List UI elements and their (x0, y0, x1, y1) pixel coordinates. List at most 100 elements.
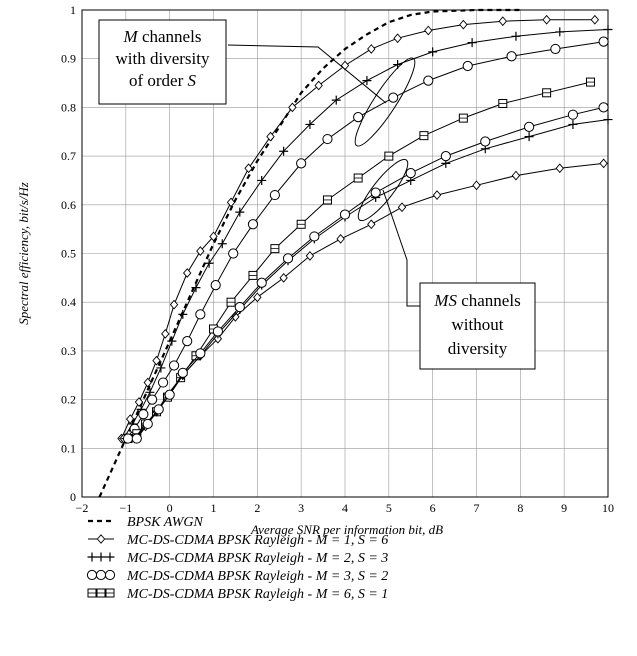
legend-item-1: BPSK AWGN (88, 515, 203, 530)
plot-frame (81, 9, 609, 498)
data-point (235, 207, 245, 217)
data-point (234, 301, 245, 313)
data-point (182, 336, 193, 347)
data-point (384, 151, 394, 161)
annotation-diversity: M channels with diversity of order S (98, 19, 227, 105)
data-point (511, 170, 521, 181)
data-point (424, 25, 433, 36)
data-point (122, 433, 134, 444)
data-point (568, 119, 578, 129)
data-point (462, 60, 473, 72)
data-point (244, 163, 253, 174)
data-point (590, 14, 600, 25)
legend-label: BPSK AWGN (127, 515, 203, 530)
data-point (288, 102, 297, 113)
annotation-line: of order S (129, 71, 197, 90)
data-point (511, 31, 521, 41)
data-point (209, 231, 218, 242)
data-point (370, 187, 381, 198)
data-point (153, 404, 164, 415)
data-point (228, 248, 239, 259)
data-point (152, 355, 161, 366)
data-point (168, 360, 180, 371)
data-point (305, 251, 315, 261)
data-point (498, 16, 507, 27)
annotation-no-diversity: MS channels without diversity (419, 282, 536, 370)
x-tick-label: 9 (561, 501, 567, 515)
data-point (309, 231, 320, 242)
data-point (340, 60, 350, 71)
data-point (419, 131, 429, 141)
leader-line-upper (227, 44, 387, 104)
legend-label: MC-DS-CDMA BPSK Rayleigh - M = 2, S = 3 (126, 551, 388, 566)
legend-marker (104, 569, 116, 581)
data-point (428, 47, 438, 57)
x-tick-label: 3 (298, 501, 304, 515)
data-point (138, 409, 149, 420)
x-tick-label: 1 (211, 501, 217, 515)
data-point (217, 239, 227, 249)
data-point (405, 168, 416, 179)
data-point (353, 112, 364, 123)
data-point (126, 414, 135, 424)
leader-line-lower (382, 189, 420, 307)
y-tick-label: 0.5 (61, 247, 76, 261)
axes: −2 −1 0 1 2 3 4 5 6 7 8 9 10 0 0.1 0.2 0.3 0.4 0.5 0.6 0.7 0.… (61, 3, 614, 515)
series-group (98, 8, 613, 498)
data-point (247, 219, 259, 230)
data-point (156, 363, 166, 373)
annotation-line: M channels (123, 27, 202, 46)
legend: BPSK AWGN MC-DS-CDMA BPSK Rayleigh - M = … (86, 515, 388, 602)
x-tick-label: −1 (119, 501, 132, 515)
y-tick-label: 0 (70, 490, 76, 504)
annotation-line: diversity (448, 339, 508, 358)
data-point (555, 163, 564, 174)
legend-label: MC-DS-CDMA BPSK Rayleigh - M = 6, S = 1 (126, 587, 388, 602)
data-point (248, 270, 258, 280)
legend-marker (86, 569, 98, 581)
data-point (296, 158, 307, 169)
data-point (257, 175, 267, 185)
y-tick-label: 0.1 (61, 441, 76, 455)
legend-label: MC-DS-CDMA BPSK Rayleigh - M = 3, S = 2 (126, 569, 388, 584)
legend-marker (96, 588, 106, 598)
y-tick-label: 0.3 (61, 344, 76, 358)
ellipse-lower-group (357, 158, 409, 222)
data-point (134, 397, 144, 407)
legend-marker (87, 552, 97, 562)
data-point (598, 102, 609, 113)
data-point (269, 189, 280, 201)
data-point (169, 299, 179, 310)
y-tick-label: 0.4 (61, 295, 76, 309)
data-point (183, 268, 192, 278)
data-point (270, 244, 280, 254)
x-tick-label: 10 (602, 501, 614, 515)
y-tick-label: 1 (70, 3, 76, 17)
data-point (440, 151, 451, 162)
data-point (266, 131, 275, 142)
data-point (210, 280, 221, 291)
data-point (339, 209, 351, 220)
data-point (353, 173, 363, 183)
data-point (524, 121, 535, 132)
data-point (506, 51, 517, 62)
data-point (498, 99, 508, 109)
x-tick-label: 7 (474, 501, 480, 515)
y-tick-label: 0.2 (61, 393, 76, 407)
annotation-box (419, 282, 536, 370)
data-point (279, 146, 289, 156)
data-point (164, 389, 175, 400)
data-point (467, 38, 477, 48)
data-point (567, 109, 579, 120)
data-point (472, 180, 481, 191)
data-point (524, 132, 534, 142)
series-line (125, 119, 609, 440)
series-8 (122, 102, 609, 444)
x-tick-label: 5 (386, 501, 392, 515)
data-point (256, 277, 267, 288)
data-point (599, 158, 608, 169)
x-tick-label: 6 (430, 501, 436, 515)
legend-item-2: MC-DS-CDMA BPSK Rayleigh - M = 1, S = 6 (88, 533, 388, 548)
data-point (177, 367, 188, 378)
